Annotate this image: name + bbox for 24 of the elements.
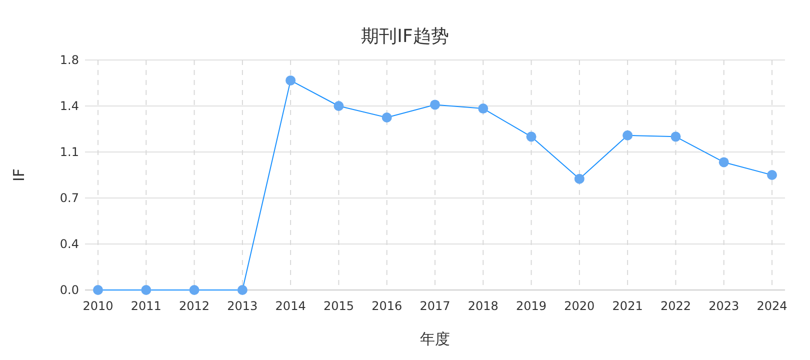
x-tick-label: 2021 bbox=[612, 299, 643, 313]
x-axis-title: 年度 bbox=[420, 330, 450, 348]
x-tick-label: 2017 bbox=[420, 299, 450, 313]
chart-title: 期刊IF趋势 bbox=[361, 26, 449, 47]
y-tick-label: 0.4 bbox=[60, 237, 79, 251]
x-tick-label: 2024 bbox=[756, 299, 788, 313]
x-tick-label: 2010 bbox=[82, 299, 114, 313]
x-tick-label: 2019 bbox=[516, 299, 547, 313]
x-tick-label: 2014 bbox=[275, 299, 306, 313]
x-tick-label: 2016 bbox=[372, 299, 402, 313]
x-tick-label: 2020 bbox=[564, 299, 595, 313]
y-tick-label: 0.7 bbox=[60, 191, 79, 205]
x-tick-label: 2011 bbox=[130, 299, 162, 313]
y-axis-title: IF bbox=[10, 168, 28, 182]
x-tick-label: 2018 bbox=[468, 299, 498, 313]
x-tick-label: 2015 bbox=[323, 299, 354, 313]
y-tick-label: 1.4 bbox=[60, 99, 79, 113]
y-tick-label: 1.1 bbox=[60, 145, 79, 159]
x-tick-label: 2022 bbox=[660, 299, 691, 313]
x-tick-label: 2013 bbox=[227, 299, 258, 313]
x-tick-label: 2012 bbox=[179, 299, 210, 313]
y-tick-label: 0.0 bbox=[60, 283, 79, 297]
x-tick-label: 2023 bbox=[708, 299, 740, 313]
y-tick-label: 1.8 bbox=[60, 53, 79, 67]
